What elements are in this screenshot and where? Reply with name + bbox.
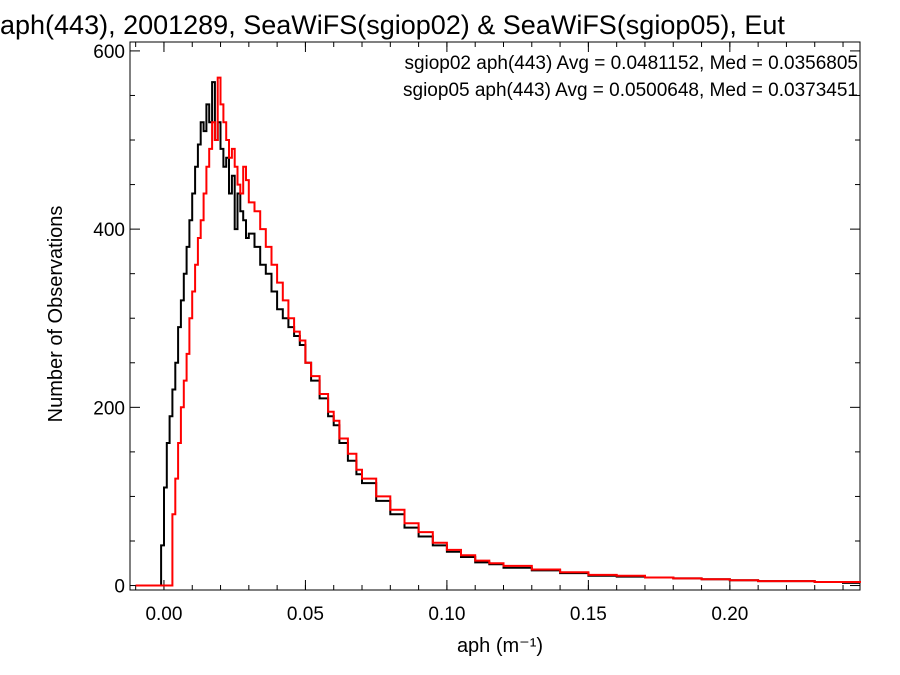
x-axis-label: aph (m⁻¹): [457, 635, 543, 657]
series-layer: [135, 76, 861, 587]
series-sgiop02-line: [135, 81, 860, 587]
axis-ticks: 0.00 0.05 0.10 0.15 0.20 0 200 400 600: [93, 42, 860, 625]
y-tick-label: 200: [93, 398, 125, 419]
plot-frame: [129, 41, 861, 591]
x-tick-label: 0.10: [428, 604, 465, 625]
y-axis-label: Number of Observations: [45, 206, 67, 423]
chart-title: aph(443), 2001289, SeaWiFS(sgiop02) & Se…: [0, 10, 785, 40]
x-tick-label: 0.15: [570, 604, 607, 625]
x-tick-label: 0.00: [145, 604, 182, 625]
legend-annotation-sgiop02: sgiop02 aph(443) Avg = 0.0481152, Med = …: [404, 53, 858, 74]
x-tick-label: 0.20: [711, 604, 748, 625]
x-tick-label: 0.05: [287, 604, 324, 625]
y-tick-label: 400: [93, 220, 125, 241]
series-sgiop05-line: [135, 76, 861, 587]
y-tick-label: 600: [93, 42, 125, 63]
legend-annotation-sgiop05: sgiop05 aph(443) Avg = 0.0500648, Med = …: [403, 80, 858, 101]
y-tick-label: 0: [114, 577, 125, 598]
